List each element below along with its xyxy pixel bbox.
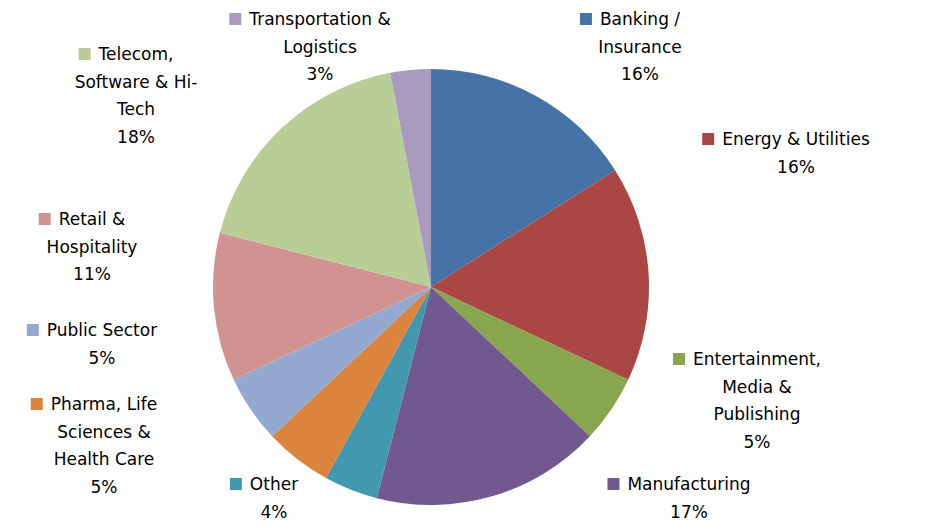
label-swatch [31, 398, 43, 410]
label-swatch [27, 324, 39, 336]
category-label: Telecom, [98, 44, 174, 64]
value-label: 11% [73, 264, 111, 284]
category-label: Media & [722, 377, 792, 397]
category-label: Hospitality [47, 237, 138, 257]
value-label: 18% [117, 127, 155, 147]
category-label: Publishing [714, 404, 801, 424]
label-swatch [673, 353, 685, 365]
category-label: Sciences & [57, 422, 150, 442]
category-label: Energy & Utilities [722, 129, 870, 149]
value-label: 16% [621, 64, 659, 84]
category-label: Insurance [598, 37, 681, 57]
category-label: Manufacturing [627, 474, 750, 494]
chart: Banking / Insurance 16% Energy & Utilities 1… [0, 0, 940, 527]
category-label: Tech [116, 99, 155, 119]
category-label: Retail & [59, 209, 126, 229]
label-swatch [39, 213, 51, 225]
pie [213, 69, 649, 505]
category-label: Transportation & [248, 9, 390, 29]
value-label: 5% [744, 432, 771, 452]
category-label: Health Care [54, 449, 155, 469]
label-swatch [79, 48, 91, 60]
category-label: Pharma, Life [51, 394, 158, 414]
label-swatch [229, 13, 241, 25]
value-label: 5% [89, 348, 116, 368]
category-label: Banking / [600, 9, 680, 29]
label-swatch [702, 133, 714, 145]
value-label: 4% [261, 502, 288, 522]
category-label: Software & Hi- [75, 72, 198, 92]
value-label: 17% [670, 502, 708, 522]
label-swatch [230, 478, 242, 490]
value-label: 5% [91, 477, 118, 497]
value-label: 16% [777, 157, 815, 177]
pie-slice [390, 69, 431, 287]
value-label: 3% [307, 64, 334, 84]
labels: Banking / Insurance 16% Energy & Utilities 1… [27, 9, 870, 522]
category-label: Logistics [283, 37, 357, 57]
category-label: Public Sector [47, 320, 157, 340]
category-label: Other [250, 474, 298, 494]
category-label: Entertainment, [693, 349, 821, 369]
label-swatch [607, 478, 619, 490]
label-swatch [580, 13, 592, 25]
